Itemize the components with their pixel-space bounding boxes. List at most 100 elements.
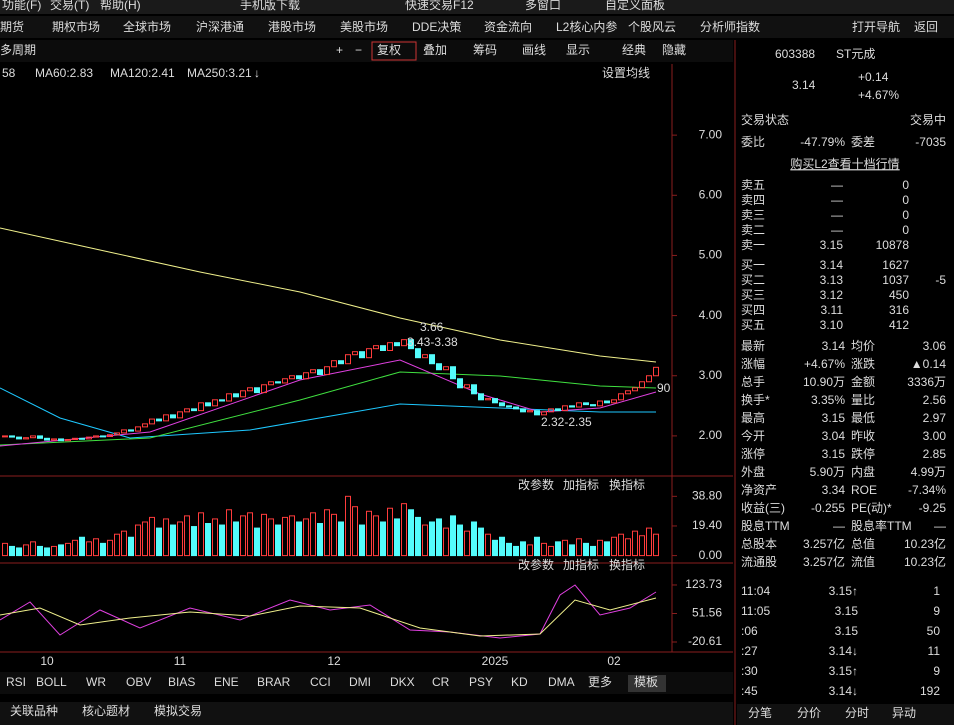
volume-bar: [9, 545, 15, 557]
candle: [16, 436, 22, 440]
annotation: 90: [657, 381, 671, 395]
stat-label: 净资产: [741, 483, 777, 497]
volume-bar: [30, 541, 36, 557]
candle: [457, 378, 463, 389]
l2-link: 购买L2查看十档行情: [790, 156, 899, 171]
indicator-tab: BRAR: [257, 675, 291, 689]
x-tick-label: 2025: [482, 654, 509, 668]
stat-value: 3.04: [822, 429, 846, 443]
menu-bar: [0, 16, 954, 38]
toolbar-button: 隐藏: [662, 43, 686, 57]
volume-bar: [373, 515, 379, 557]
price-change: +0.14: [858, 70, 889, 84]
y-tick-label: 2.00: [699, 428, 723, 442]
candle: [128, 429, 134, 432]
y-tick-label: 4.00: [699, 308, 723, 322]
y-tick-label: 3.00: [699, 368, 723, 382]
volume-bar: [275, 524, 281, 557]
candle: [198, 402, 204, 412]
candle: [282, 378, 288, 384]
menu-item: 期货: [0, 19, 24, 34]
stat-label: 昨收: [851, 429, 875, 443]
volume-bar: [639, 535, 645, 557]
candle: [394, 342, 400, 347]
indicator-tab: DMI: [349, 675, 371, 689]
candle: [401, 339, 407, 347]
ma-label: 设置均线: [602, 66, 650, 80]
stat-label: 总值: [851, 536, 875, 551]
stat-label: 股息TTM: [741, 518, 790, 533]
candle: [65, 439, 71, 442]
candle: [611, 399, 617, 404]
bottom-tab: 模拟交易: [154, 703, 202, 718]
candle: [30, 435, 36, 439]
label: 交易中: [910, 112, 946, 127]
volume-bar: [485, 533, 491, 557]
candle: [93, 435, 99, 438]
volume-bar: [233, 521, 239, 557]
toolbar-button: 经典: [622, 43, 646, 57]
x-tick-label: 11: [174, 654, 187, 668]
stat-value: 3.06: [923, 339, 947, 353]
volume-bar: [534, 536, 540, 557]
indicator-line: [0, 584, 657, 639]
book-label: 卖三: [741, 208, 765, 222]
volume-bar: [317, 523, 323, 557]
candle: [492, 398, 498, 404]
stat-label: 涨停: [741, 446, 765, 461]
volume-bar: [114, 533, 120, 557]
stat-label: 跌停: [851, 446, 875, 461]
volume-bar: [513, 545, 519, 557]
stat-value: 2.97: [923, 411, 947, 425]
candle: [170, 414, 176, 419]
stat-value: 3336万: [907, 375, 946, 389]
stat-value: 3.257亿: [803, 554, 845, 569]
toolbar-button: 显示: [566, 43, 590, 57]
stat-value: 3.34: [822, 483, 846, 497]
candle: [646, 375, 652, 383]
stat-label: 最新: [741, 338, 765, 353]
stat-label: 金额: [851, 374, 875, 389]
ma-line: [0, 371, 657, 446]
stat-label: 股息率TTM: [851, 518, 912, 533]
book-price: 3.12: [820, 288, 844, 302]
candle: [443, 366, 449, 371]
stat-value: ▲0.14: [911, 357, 947, 371]
volume-bar: [478, 527, 484, 557]
menu-item: 全球市场: [123, 19, 171, 34]
volume-bar: [618, 533, 624, 557]
top-item: 手机版下载: [240, 0, 300, 12]
stat-value: 3.15: [822, 411, 846, 425]
y-tick-label: 6.00: [699, 187, 723, 201]
candle: [352, 351, 358, 356]
volume-bar: [191, 526, 197, 557]
book-price: —: [831, 223, 843, 237]
ma-label: MA120:2.41: [110, 66, 175, 80]
book-price: —: [831, 178, 843, 192]
candle: [471, 384, 477, 395]
volume-bar: [653, 533, 659, 557]
annotation: 3.43-3.38: [407, 335, 458, 349]
stat-value: 4.99万: [911, 465, 946, 479]
candle: [2, 435, 8, 438]
volume-bar: [415, 516, 421, 557]
candle: [338, 360, 344, 365]
panel-tab: 分笔: [748, 705, 772, 720]
candle: [233, 393, 239, 398]
book-price: 3.11: [821, 303, 844, 317]
menu-item: 港股市场: [268, 19, 316, 34]
indicator-tab: CR: [432, 675, 450, 689]
y-tick-label: 7.00: [699, 127, 723, 141]
candle: [219, 399, 225, 402]
panel-button: 改参数: [518, 477, 554, 492]
book-label: 卖二: [741, 223, 765, 237]
panel-button: 换指标: [609, 477, 645, 492]
volume-bar: [632, 530, 638, 557]
stat-label: 涨幅: [741, 356, 765, 371]
candle: [317, 369, 323, 376]
top-item: 快速交易F12: [405, 0, 474, 12]
indicator-tab: KD: [511, 675, 528, 689]
toolbar-button: 画线: [522, 43, 546, 57]
stat-label: PE(动)*: [851, 501, 892, 515]
volume-bar: [156, 527, 162, 557]
